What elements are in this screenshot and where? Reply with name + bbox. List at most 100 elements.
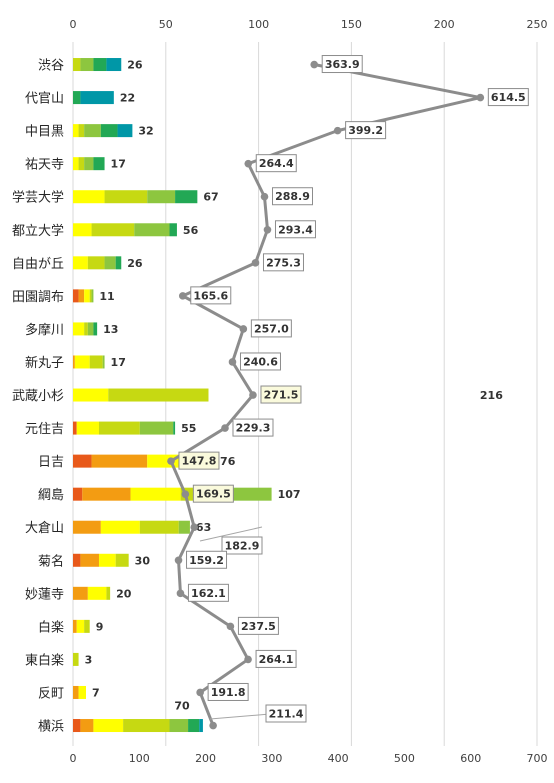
bar-segment — [73, 719, 81, 733]
bar-segment — [104, 256, 116, 270]
bottom-tick-label: 0 — [70, 752, 77, 765]
bar-segment — [84, 289, 90, 303]
bar-segment — [100, 520, 140, 534]
bar-segment — [91, 454, 148, 468]
station-label: 菊名 — [38, 553, 64, 569]
bar-value-label: 107 — [278, 488, 301, 501]
station-label: 大倉山 — [25, 521, 64, 536]
station-label: 祐天寺 — [25, 158, 64, 173]
station-label: 多摩川 — [25, 322, 64, 338]
line-point — [310, 60, 319, 69]
point-value-label: 257.0 — [254, 322, 289, 335]
station-label: 白楽 — [38, 619, 64, 635]
bar-segment — [87, 586, 107, 600]
bar-segment — [178, 520, 190, 534]
line-series: 363.9 614.5 399.2 264.4 288.9 293.4 275.3 165.6… — [167, 55, 529, 730]
category-labels: 渋谷代官山中目黒祐天寺学芸大学都立大学自由が丘田園調布多摩川新丸子武蔵小杉元住吉… — [12, 59, 64, 735]
point-label-box — [345, 121, 387, 140]
bar-segment — [84, 619, 90, 633]
point-value-label: 288.9 — [275, 190, 310, 203]
station-label: 田園調布 — [12, 290, 64, 305]
bar-segment — [147, 190, 176, 204]
point-label-box — [190, 286, 232, 305]
point-label-box — [207, 682, 249, 701]
bar-segment — [199, 719, 203, 733]
station-label: 東白楽 — [25, 652, 64, 668]
bar-segment — [91, 289, 94, 303]
bar-value-label: 63 — [196, 521, 211, 534]
station-label: 妙蓮寺 — [25, 587, 64, 602]
point-value-label: 275.3 — [266, 256, 301, 269]
station-label: 元住吉 — [25, 422, 64, 437]
line-point — [181, 490, 190, 498]
bar-segment — [139, 421, 174, 435]
line-point — [226, 622, 235, 631]
bar-segment — [93, 719, 124, 733]
station-label: 学芸大学 — [12, 190, 64, 206]
bar-segment — [91, 223, 135, 237]
bar-value-label: 20 — [116, 587, 132, 600]
bar-segment — [73, 355, 75, 369]
leader-line — [199, 526, 263, 542]
bar-segment — [80, 58, 94, 72]
bottom-axis: 0 100 200 300 400 500 600 700 — [70, 752, 548, 765]
station-label: 中目黒 — [25, 125, 64, 140]
bar-value-label: 56 — [183, 224, 199, 237]
line-point — [209, 721, 217, 730]
leader-line — [209, 713, 271, 720]
bar-segment — [173, 421, 176, 435]
bar-value-label: 76 — [220, 455, 236, 468]
point-label-box — [274, 220, 316, 239]
line-point — [476, 93, 485, 102]
bar-segment — [106, 586, 111, 600]
line-path — [169, 63, 482, 727]
line-point — [176, 589, 185, 598]
bar-segment — [78, 157, 85, 171]
line-point — [333, 126, 342, 135]
point-value-label: 264.4 — [259, 157, 294, 170]
point-label-box — [260, 385, 302, 404]
top-tick-label: 150 — [341, 18, 362, 31]
bar-segment — [169, 223, 177, 237]
bar-segment — [80, 719, 94, 733]
bar-segment — [139, 520, 179, 534]
bar-segment — [73, 124, 79, 138]
bar-segment — [169, 719, 189, 733]
point-label-box — [232, 418, 274, 437]
bar-segment — [84, 322, 88, 336]
top-tick-label: 250 — [527, 18, 548, 31]
bottom-tick-label: 600 — [460, 752, 481, 765]
line-point — [167, 457, 175, 465]
bar-series: 26 22 32 17 67 56 26 11 13 17 216 55 76 107 63 30 20 9 3 7 7… — [73, 58, 503, 733]
bar-segment — [74, 355, 90, 369]
point-label-box — [250, 319, 292, 338]
bar-segment — [93, 322, 98, 336]
bar-segment — [89, 355, 103, 369]
point-label-box — [178, 451, 220, 470]
bar-segment — [87, 322, 94, 336]
bar-segment — [73, 619, 77, 633]
bar-segment — [78, 289, 85, 303]
station-label: 綱島 — [38, 488, 64, 503]
point-value-label: 169.5 — [196, 488, 231, 501]
bar-segment — [188, 719, 200, 733]
point-value-label: 159.2 — [189, 554, 224, 567]
point-value-label: 182.9 — [225, 540, 260, 553]
line-point — [196, 688, 204, 697]
line-point — [178, 292, 187, 300]
line-point — [174, 556, 183, 565]
bar-segment — [82, 487, 131, 501]
station-label: 都立大学 — [12, 223, 64, 239]
point-label-box — [271, 187, 313, 206]
bar-segment — [93, 157, 105, 171]
top-tick-label: 50 — [159, 18, 173, 31]
bar-segment — [73, 223, 92, 237]
bar-value-label: 32 — [138, 125, 153, 138]
bottom-tick-label: 300 — [261, 752, 282, 765]
point-value-label: 271.5 — [264, 389, 299, 402]
bar-segment — [73, 289, 79, 303]
point-label-box — [239, 352, 281, 371]
station-label: 武蔵小杉 — [12, 389, 64, 404]
bottom-tick-label: 500 — [394, 752, 415, 765]
